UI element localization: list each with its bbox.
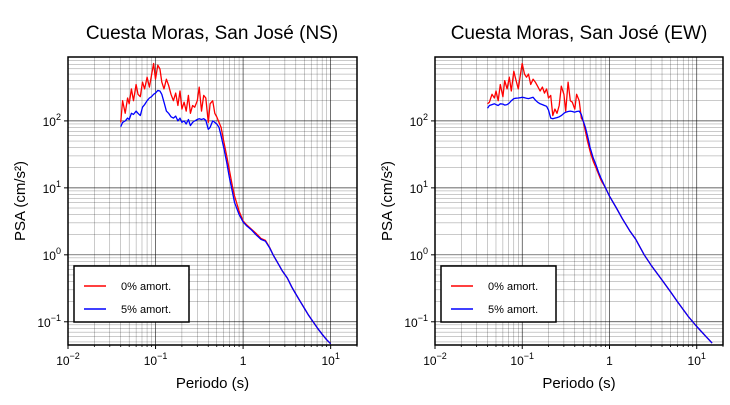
y-tick-label: 10−1 <box>37 313 61 330</box>
y-tick-label: 102 <box>410 112 428 129</box>
series-line-damped <box>486 96 713 344</box>
legend: 0% amort. 5% amort. <box>73 265 190 323</box>
x-tick-label: 10−2 <box>56 351 80 368</box>
x-axis-label: Periodo (s) <box>542 375 615 392</box>
legend-label: 5% amort. <box>121 304 171 316</box>
plot-frame <box>67 56 358 346</box>
panel-1: 10−2 10−1 1 101 10−1 100 101 102 Cuesta Moras, S… <box>12 23 358 392</box>
legend: 0% amort. 5% amort. <box>440 265 557 323</box>
legend-box <box>440 265 557 323</box>
legend-box <box>73 265 190 323</box>
y-tick-label: 102 <box>43 112 61 129</box>
x-tick-label: 1 <box>240 354 247 368</box>
grid <box>67 56 358 345</box>
y-axis-label: PSA (cm/s²) <box>12 161 29 241</box>
chart-title: Cuesta Moras, San José (NS) <box>86 23 338 44</box>
y-tick-label: 100 <box>410 246 428 263</box>
x-tick-label: 101 <box>688 351 706 368</box>
x-tick-label: 10−2 <box>423 351 447 368</box>
legend-label: 5% amort. <box>488 304 538 316</box>
x-axis-label: Periodo (s) <box>176 375 249 392</box>
chart-title: Cuesta Moras, San José (EW) <box>451 23 708 44</box>
legend-label: 0% amort. <box>488 281 538 293</box>
y-tick-label: 10−1 <box>404 313 428 330</box>
y-tick-label: 100 <box>43 246 61 263</box>
legend-label: 0% amort. <box>121 281 171 293</box>
series-line-damped <box>120 89 332 345</box>
x-tick-label: 10−1 <box>144 351 168 368</box>
x-tick-label: 101 <box>321 351 339 368</box>
y-axis-label: PSA (cm/s²) <box>379 161 396 241</box>
y-tick-label: 101 <box>410 179 428 196</box>
x-tick-label: 1 <box>606 354 613 368</box>
panel-2: 10−2 10−1 1 101 10−1 100 101 102 Cuesta Moras, S… <box>379 23 724 392</box>
plot-frame <box>434 56 724 346</box>
x-tick-label: 10−1 <box>510 351 534 368</box>
y-tick-label: 101 <box>43 179 61 196</box>
